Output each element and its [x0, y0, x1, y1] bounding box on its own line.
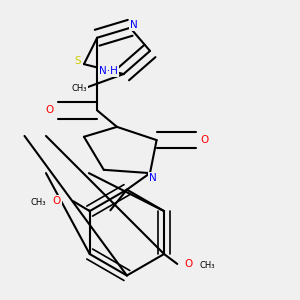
Text: N·H: N·H	[99, 66, 118, 76]
Text: O: O	[185, 259, 193, 269]
Text: CH₃: CH₃	[71, 84, 87, 93]
Text: CH₃: CH₃	[199, 261, 215, 270]
Text: N: N	[149, 173, 157, 183]
Text: N: N	[130, 20, 137, 29]
Text: CH₃: CH₃	[31, 198, 46, 207]
Text: O: O	[200, 135, 208, 145]
Text: O: O	[52, 196, 61, 206]
Text: O: O	[45, 105, 53, 116]
Text: S: S	[74, 56, 81, 66]
